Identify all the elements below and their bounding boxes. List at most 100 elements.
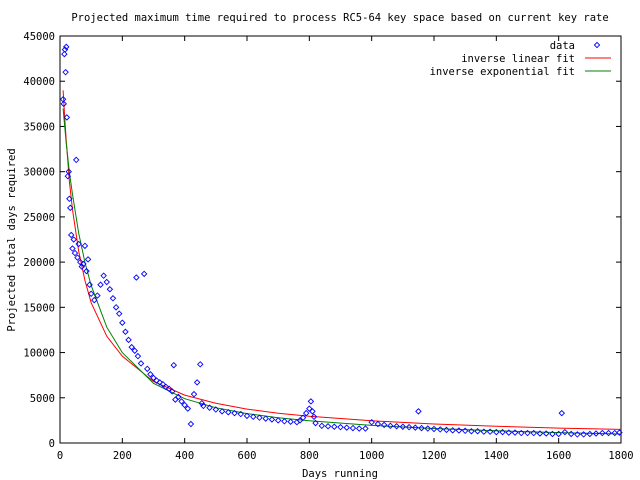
data-point	[605, 429, 612, 437]
data-point	[387, 422, 394, 430]
data-point	[67, 204, 74, 212]
y-axis-label: Projected total days required	[6, 148, 18, 331]
data-point	[115, 310, 123, 317]
data-point	[493, 428, 500, 436]
data-point	[74, 254, 81, 261]
data-point	[518, 429, 525, 437]
data-point	[125, 336, 132, 344]
data-point	[168, 388, 176, 395]
y-tick-label: 20000	[23, 257, 55, 269]
x-tick-label: 400	[175, 450, 194, 462]
data-point	[424, 425, 432, 432]
data-point	[549, 430, 556, 438]
inverse-exponential-fit-line	[62, 108, 622, 435]
data-point	[505, 429, 513, 436]
data-point	[480, 428, 488, 435]
x-tick-label: 600	[238, 450, 257, 462]
data-point	[307, 398, 315, 405]
data-point	[231, 409, 238, 417]
data-point	[131, 347, 139, 354]
x-tick-label: 0	[57, 450, 63, 462]
data-point	[268, 416, 276, 423]
data-point	[190, 390, 198, 398]
data-point	[355, 425, 363, 432]
data-point	[91, 296, 98, 304]
data-point	[592, 430, 600, 437]
data-point	[72, 156, 80, 164]
data-point	[206, 404, 213, 411]
data-point	[574, 431, 581, 438]
chart-title: Projected maximum time required to proce…	[71, 12, 608, 24]
data-point	[337, 423, 344, 431]
data-point	[153, 377, 160, 384]
data-point	[393, 423, 400, 430]
data-point	[616, 429, 623, 436]
data-point	[302, 409, 310, 417]
data-point	[170, 361, 177, 369]
data-point	[262, 415, 269, 422]
data-point	[187, 420, 195, 428]
data-point	[69, 245, 76, 252]
data-point	[418, 424, 425, 432]
data-point	[100, 272, 107, 279]
data-point	[312, 419, 319, 427]
data-point	[468, 428, 475, 435]
x-tick-label: 200	[113, 450, 132, 462]
data-point	[75, 240, 82, 248]
data-point	[349, 424, 357, 432]
data-point	[362, 425, 369, 432]
data-point	[109, 295, 117, 302]
data-point	[455, 427, 463, 434]
data-point	[542, 430, 550, 437]
data-point	[412, 424, 419, 431]
data-point	[436, 426, 444, 433]
data-point	[64, 172, 72, 180]
data-point	[87, 290, 95, 298]
data-point	[524, 429, 531, 437]
data-point	[580, 431, 587, 438]
data-point	[555, 430, 562, 438]
y-tick-label: 25000	[23, 212, 55, 224]
y-tick-label: 30000	[23, 167, 55, 179]
data-point	[81, 242, 89, 250]
x-tick-label: 800	[300, 450, 319, 462]
data-point	[415, 408, 422, 415]
data-point	[162, 383, 170, 391]
plot-area	[59, 35, 622, 444]
y-tick-label: 10000	[23, 348, 55, 360]
data-point	[558, 409, 566, 417]
data-point	[112, 304, 120, 311]
data-point	[399, 423, 407, 430]
data-point	[511, 429, 519, 436]
inverse-linear-fit-line	[62, 90, 622, 430]
data-point	[310, 413, 318, 421]
data-point	[122, 328, 129, 335]
data-point	[178, 398, 185, 405]
data-point	[66, 195, 73, 203]
legend-marker	[593, 41, 601, 49]
data-point	[97, 281, 104, 288]
data-point	[200, 402, 207, 410]
data-point	[343, 424, 350, 431]
data-point	[71, 249, 79, 257]
plot-frame	[59, 35, 622, 444]
data-point	[137, 360, 145, 367]
data-point	[318, 422, 326, 430]
data-point	[281, 418, 288, 425]
data-point	[83, 267, 90, 275]
x-tick-label: 1400	[484, 450, 509, 462]
data-point	[86, 281, 93, 288]
data-point	[599, 429, 606, 437]
data-point	[309, 408, 316, 415]
data-point	[405, 423, 413, 431]
data-point	[449, 427, 456, 434]
data-point	[443, 426, 450, 434]
y-tick-label: 5000	[30, 393, 55, 405]
data-point	[181, 401, 188, 409]
data-point	[218, 408, 226, 415]
data-point	[324, 423, 332, 430]
data-point	[243, 412, 251, 420]
data-point	[134, 352, 142, 360]
